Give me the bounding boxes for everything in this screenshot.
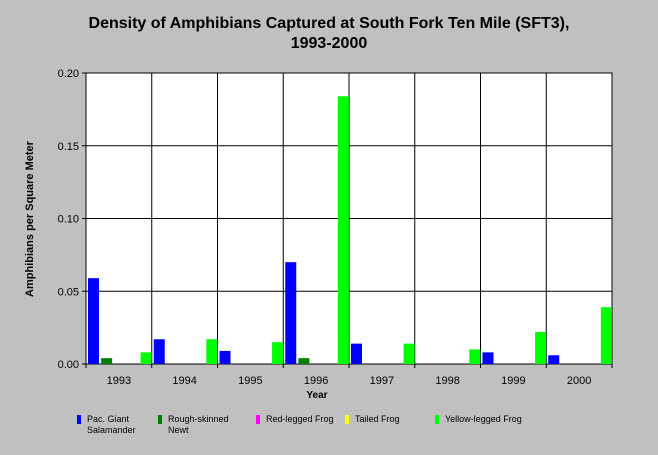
legend-swatch: [256, 415, 260, 424]
x-tick-label: 1997: [370, 375, 394, 387]
y-tick-label: 0.00: [58, 359, 79, 371]
x-tick-label: 1995: [238, 375, 262, 387]
bar-yellow-legged-frog-1999: [535, 331, 547, 364]
legend-label: Red-legged Frog: [266, 414, 334, 424]
legend-label: Yellow-legged Frog: [445, 414, 522, 424]
bar-yellow-legged-frog-2000: [600, 307, 612, 364]
bars: [88, 96, 612, 364]
bar-rough-skinned-newt-1993: [101, 358, 113, 364]
y-tick-label: 0.15: [58, 141, 79, 153]
bar-yellow-legged-frog-1996: [337, 96, 349, 364]
x-tick-label: 1999: [501, 375, 525, 387]
y-axis-ticks: 0.00 0.05 0.10 0.15 0.20: [58, 68, 86, 371]
legend-label: Tailed Frog: [355, 414, 400, 424]
x-tick-label: 1994: [172, 375, 196, 387]
legend-swatch: [345, 415, 349, 424]
bar-yellow-legged-frog-1995: [272, 342, 284, 364]
x-tick-label: 1996: [304, 375, 328, 387]
legend-label: Pac. Giant Salamander: [87, 414, 136, 435]
bar-yellow-legged-frog-1993: [140, 352, 152, 364]
y-axis-label: Amphibians per Square Meter: [24, 140, 36, 297]
bar-pac-giant-salamander-1993: [88, 278, 99, 364]
x-axis-ticks: 1993 1994 1995 1996 1997 1998 1999 2000: [85, 364, 613, 387]
bar-yellow-legged-frog-1994: [206, 339, 218, 364]
legend-swatch: [435, 415, 439, 424]
x-tick-label: 1998: [435, 375, 459, 387]
legend-swatch: [158, 415, 162, 424]
x-axis-label: Year: [306, 390, 327, 401]
bar-pac-giant-salamander-1997: [351, 343, 362, 364]
bar-pac-giant-salamander-1994: [153, 339, 165, 364]
chart-title: Density of Amphibians Captured at South …: [88, 15, 570, 32]
bar-rough-skinned-newt-1996: [298, 358, 310, 364]
x-tick-label: 2000: [567, 375, 591, 387]
chart-subtitle: 1993-2000: [290, 35, 368, 52]
bar-pac-giant-salamander-2000: [548, 355, 560, 364]
bar-pac-giant-salamander-1995: [219, 350, 231, 364]
bar-pac-giant-salamander-1996: [285, 262, 297, 364]
y-tick-label: 0.10: [58, 214, 79, 226]
legend-swatch: [77, 415, 81, 424]
legend-label: Rough-skinned Newt: [168, 414, 229, 435]
bar-pac-giant-salamander-1999: [482, 352, 494, 364]
bar-yellow-legged-frog-1998: [469, 349, 481, 364]
y-tick-label: 0.20: [58, 68, 79, 80]
y-tick-label: 0.05: [58, 286, 79, 298]
bar-yellow-legged-frog-1997: [403, 343, 415, 364]
x-tick-label: 1993: [107, 375, 131, 387]
gridlines: [86, 73, 612, 364]
